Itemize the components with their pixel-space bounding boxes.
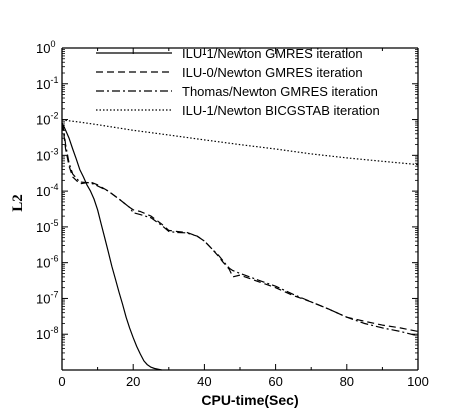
series-line-4 <box>61 119 419 166</box>
x-axis-title: CPU-time(Sec) <box>201 392 298 408</box>
y-tick-label: 100 <box>36 39 55 56</box>
series-line-1 <box>61 122 162 371</box>
x-ticks: 0 20 40 60 80 100 <box>58 48 429 389</box>
series-layer <box>61 119 419 371</box>
y-tick-label: 10-5 <box>36 218 58 235</box>
y-tick-label: 10-2 <box>36 111 58 128</box>
legend-label: ILU-1/Newton GMRES iteration <box>182 46 363 61</box>
x-tick-label: 40 <box>197 374 211 389</box>
x-tick-label: 100 <box>407 374 429 389</box>
x-tick-label: 80 <box>340 374 354 389</box>
x-tick-label: 60 <box>268 374 282 389</box>
legend-label: ILU-1/Newton BICGSTAB iteration <box>182 103 380 118</box>
y-ticks: 100 10-1 10-2 10-3 10-4 10-5 10-6 10-7 10-8 <box>36 39 418 371</box>
y-tick-label: 10-6 <box>36 254 58 271</box>
x-tick-label: 0 <box>58 374 65 389</box>
y-tick-label: 10-8 <box>36 325 58 342</box>
legend-label: Thomas/Newton GMRES iteration <box>182 84 378 99</box>
y-tick-label: 10-1 <box>36 75 58 92</box>
y-tick-label: 10-7 <box>36 289 58 306</box>
y-tick-label: 10-3 <box>36 146 58 163</box>
x-tick-label: 20 <box>126 374 140 389</box>
legend-label: ILU-0/Newton GMRES iteration <box>182 65 363 80</box>
y-axis-title: L2 <box>10 194 26 212</box>
series-line-3 <box>61 122 419 337</box>
legend: ILU-1/Newton GMRES iteration ILU-0/Newton… <box>96 46 380 118</box>
y-tick-label: 10-4 <box>36 182 58 199</box>
